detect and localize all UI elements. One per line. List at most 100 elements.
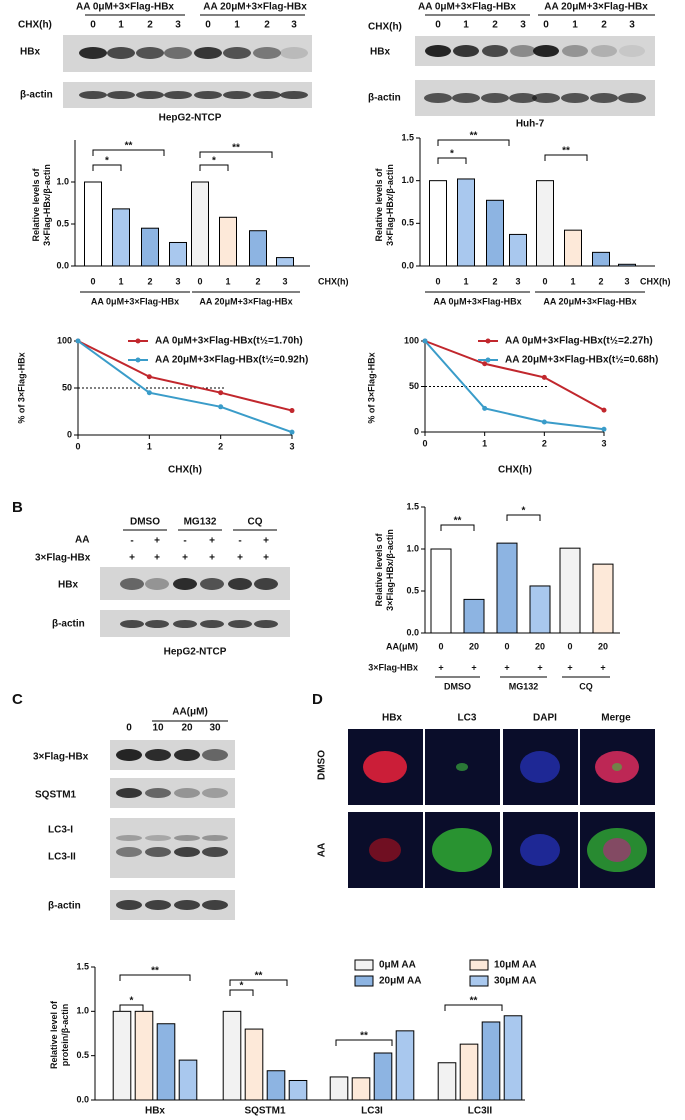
blot-band [509,93,537,103]
cell-signal [456,763,468,771]
significance-label: ** [232,143,240,154]
bar [178,1059,198,1101]
significance-bracket [506,514,541,521]
y-tick-label: 0.0 [56,260,69,270]
x-tick-label: 3 [289,441,294,451]
y-axis-label: 3×Flag-HBx/β-actin [385,529,395,611]
blot-band [79,47,107,59]
x-tick-label: LC3II [468,1106,493,1117]
row-sign: + [504,662,509,672]
x-tick-label: 2 [598,276,603,286]
blot-band [202,835,228,841]
blot-band [116,900,142,910]
x-tick-label: 20 [535,641,545,651]
significance-bracket [199,164,229,171]
y-tick-label: 1.0 [56,176,69,186]
y-axis-label: 3×Flag-HBx/β-actin [385,164,395,246]
blot-band [481,93,509,103]
blot-band [145,835,171,841]
blot-band [253,47,281,59]
blot-band [174,847,200,857]
y-tick-label: 0.5 [76,1050,89,1060]
blot-band [173,578,197,590]
x-tick-label: 0 [567,641,572,651]
significance-bracket [92,164,122,171]
x-axis-label: CHX(h) [640,276,671,286]
micrograph-row: DMSO [317,750,328,780]
y-tick-label: 1.5 [76,961,89,971]
bar [222,1010,242,1101]
legend-marker [135,357,141,363]
blot-band [120,578,144,590]
panel-label: D [312,691,323,708]
cell-signal [520,834,560,866]
bar [112,208,130,267]
bar [329,1076,349,1101]
blot-band [107,47,135,59]
lane-number: 20 [181,723,193,734]
bar [437,1062,457,1101]
y-tick-label: 0.5 [401,218,414,228]
row-label: HBx [370,47,390,58]
significance-bracket [229,979,288,986]
legend-swatch [469,959,489,971]
data-point [218,390,224,396]
x-axis-label: CHX(h) [168,465,202,476]
bar [536,180,554,267]
x-tick-label: 0 [422,438,427,448]
blot-band [532,93,560,103]
significance-label: ** [255,971,263,982]
blot-band [202,900,228,910]
blot-band [254,620,278,628]
bar [249,230,267,267]
treatment-sign: + [263,536,269,547]
significance-bracket [440,524,475,531]
treatment-label: AA [75,535,89,546]
bar [459,1043,479,1101]
bar [266,1070,286,1101]
blot-header: AA 0μM+3×Flag-HBx [418,2,516,13]
treatment-sign: - [238,536,241,547]
cell-signal [612,763,622,771]
blot-caption: Huh-7 [516,119,545,130]
group-label: AA 20μM+3×Flag-HBx [199,296,292,306]
bar [564,229,582,267]
significance-bracket [544,154,588,161]
significance-label: * [450,149,454,160]
y-tick-label: 0 [67,429,72,439]
x-tick-label: 0 [542,276,547,286]
legend-label: AA 20μM+3×Flag-HBx(t½=0.92h) [155,355,308,366]
data-point [482,405,488,411]
cell-signal [369,838,401,862]
x-tick-label: 3 [175,276,180,286]
bar [244,1028,264,1101]
y-tick-label: 0.0 [401,260,414,270]
lane-number: 2 [264,20,270,31]
lane-number: 3 [291,20,297,31]
cell-signal [363,751,407,783]
lane-number: 2 [601,20,607,31]
lane-number: 0 [126,723,132,734]
x-tick-label: HBx [145,1106,165,1117]
legend-marker [135,338,141,344]
x-axis-label: AA(μM) [386,641,418,651]
lane-number: 0 [205,20,211,31]
x-tick-label: 2 [542,438,547,448]
blot-band [200,578,224,590]
treatment-label: 3×Flag-HBx [35,553,91,564]
blot-band [136,47,164,59]
legend-label: AA 20μM+3×Flag-HBx(t½=0.68h) [505,355,658,366]
significance-label: ** [454,516,462,527]
cell-signal [432,828,492,872]
treatment-sign: + [129,553,135,564]
blot-band [223,91,251,99]
bar [463,598,485,634]
lane-number: 3 [629,20,635,31]
x-tick-label: 1 [118,276,123,286]
bar [351,1077,371,1101]
legend-label: 30μM AA [494,976,536,987]
group-label: CQ [579,681,593,691]
x-tick-label: 0 [197,276,202,286]
lane-number: 2 [492,20,498,31]
